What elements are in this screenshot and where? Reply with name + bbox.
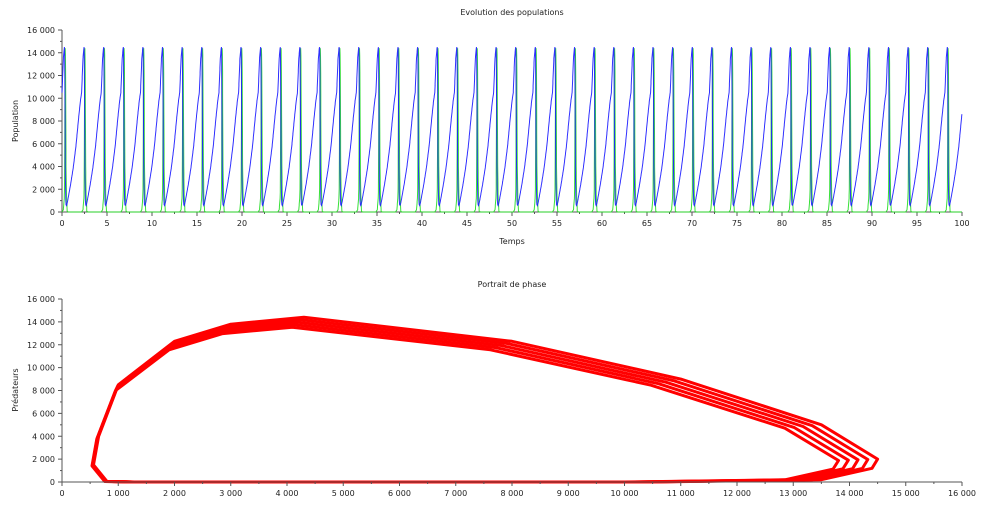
top-y-tick-label: 8 000 <box>32 117 55 126</box>
top-x-tick-label: 95 <box>912 219 922 228</box>
top-x-tick-label: 15 <box>192 219 202 228</box>
top-y-tick-label: 12 000 <box>27 72 55 81</box>
bottom-x-tick-label: 5 000 <box>332 489 355 498</box>
bottom-x-tick-label: 13 000 <box>779 489 807 498</box>
bottom-x-tick-label: 7 000 <box>444 489 467 498</box>
predator-series-line <box>61 48 962 213</box>
bottom-x-tick-label: 3 000 <box>219 489 242 498</box>
top-y-tick-label: 10 000 <box>27 94 55 103</box>
top-x-tick-label: 80 <box>777 219 787 228</box>
bottom-y-tick-label: 16 000 <box>27 295 55 304</box>
top-chart-xlabel: Temps <box>498 237 525 246</box>
top-x-tick-label: 40 <box>417 219 427 228</box>
bottom-y-tick-label: 4 000 <box>32 432 55 441</box>
top-x-tick-label: 5 <box>104 219 109 228</box>
top-y-tick-label: 4 000 <box>32 163 55 172</box>
top-x-tick-label: 0 <box>59 219 64 228</box>
bottom-y-tick-label: 2 000 <box>32 455 55 464</box>
top-x-tick-label: 65 <box>642 219 652 228</box>
bottom-chart-title: Portrait de phase <box>478 280 547 289</box>
bottom-y-tick-label: 14 000 <box>27 318 55 327</box>
bottom-y-tick-label: 12 000 <box>27 341 55 350</box>
top-y-tick-label: 14 000 <box>27 49 55 58</box>
bottom-x-tick-label: 1 000 <box>107 489 130 498</box>
top-x-tick-label: 100 <box>954 219 969 228</box>
top-x-tick-label: 75 <box>732 219 742 228</box>
top-y-tick-label: 16 000 <box>27 26 55 35</box>
top-chart-title: Evolution des populations <box>460 8 563 17</box>
top-chart-ylabel: Population <box>11 100 20 142</box>
top-x-tick-label: 60 <box>597 219 607 228</box>
top-y-tick-label: 2 000 <box>32 185 55 194</box>
bottom-x-tick-label: 8 000 <box>501 489 524 498</box>
bottom-x-tick-label: 12 000 <box>723 489 751 498</box>
top-x-tick-label: 90 <box>867 219 877 228</box>
prey-series-line <box>61 46 963 207</box>
bottom-chart-ylabel: Prédateurs <box>10 368 20 411</box>
top-x-tick-label: 35 <box>372 219 382 228</box>
top-x-tick-label: 85 <box>822 219 832 228</box>
top-chart-axes: 0 5 10 15 20 25 30 35 40 45 50 55 60 65 70 75 80 85 90 95 10… <box>27 26 970 228</box>
bottom-x-tick-label: 14 000 <box>836 489 864 498</box>
bottom-y-tick-label: 0 <box>50 478 55 487</box>
top-y-tick-label: 6 000 <box>32 140 55 149</box>
bottom-x-tick-label: 0 <box>59 489 64 498</box>
bottom-x-tick-label: 6 000 <box>388 489 411 498</box>
top-x-tick-label: 50 <box>507 219 517 228</box>
bottom-x-tick-label: 15 000 <box>892 489 920 498</box>
top-x-tick-label: 20 <box>237 219 247 228</box>
bottom-chart-axes: 0 1 000 2 000 3 000 4 000 5 000 6 000 7 000 8 00… <box>27 295 976 498</box>
bottom-x-tick-label: 16 000 <box>948 489 976 498</box>
top-x-tick-label: 30 <box>327 219 337 228</box>
top-x-tick-label: 70 <box>687 219 697 228</box>
top-chart-series <box>61 46 963 213</box>
phase-portrait-series <box>90 315 880 484</box>
bottom-y-tick-label: 6 000 <box>32 409 55 418</box>
bottom-x-tick-label: 2 000 <box>163 489 186 498</box>
bottom-y-tick-label: 10 000 <box>27 364 55 373</box>
bottom-x-tick-label: 4 000 <box>276 489 299 498</box>
bottom-x-tick-label: 9 000 <box>557 489 580 498</box>
bottom-x-tick-label: 11 000 <box>667 489 695 498</box>
bottom-x-tick-label: 10 000 <box>611 489 639 498</box>
top-x-tick-label: 10 <box>147 219 157 228</box>
top-x-tick-label: 25 <box>282 219 292 228</box>
top-x-tick-label: 55 <box>552 219 562 228</box>
top-x-tick-label: 45 <box>462 219 472 228</box>
top-y-tick-label: 0 <box>50 208 55 217</box>
bottom-y-tick-label: 8 000 <box>32 387 55 396</box>
